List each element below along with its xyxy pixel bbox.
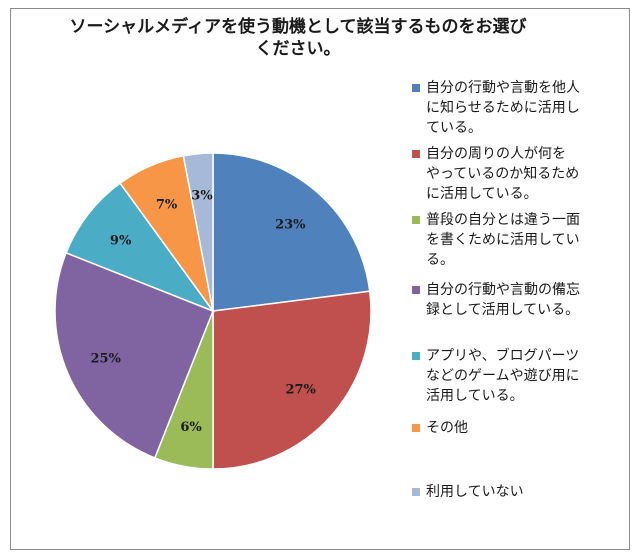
legend-item-not-using: 利用していない bbox=[412, 482, 612, 502]
legend-item-know-others: 自分の周りの人が何を やっているのか知るため に活用している。 bbox=[412, 144, 612, 204]
legend-label: アプリや、ブログパーツ などのゲームや遊び用に 活用している。 bbox=[426, 348, 580, 404]
legend-item-memo: 自分の行動や言動の備忘 録として活用している。 bbox=[412, 280, 612, 320]
legend-swatch bbox=[412, 150, 420, 158]
legend-swatch bbox=[412, 216, 420, 224]
pie-data-label-5: 7% bbox=[156, 198, 178, 213]
legend-swatch bbox=[412, 352, 420, 360]
pie-data-label-6: 3% bbox=[191, 189, 213, 204]
legend-item-different-side: 普段の自分とは違う一面 を書くために活用してい る。 bbox=[412, 210, 612, 270]
legend-item-games: アプリや、ブログパーツ などのゲームや遊び用に 活用している。 bbox=[412, 346, 612, 406]
legend-swatch bbox=[412, 424, 420, 432]
pie-data-label-3: 25% bbox=[90, 351, 121, 366]
legend-label: 自分の周りの人が何を やっているのか知るため に活用している。 bbox=[426, 146, 580, 202]
legend-swatch bbox=[412, 84, 420, 92]
pie-slice-4 bbox=[65, 182, 216, 313]
pie-slice-1 bbox=[212, 290, 372, 470]
pie-data-label-2: 6% bbox=[180, 420, 202, 435]
legend-swatch bbox=[412, 286, 420, 294]
legend-label: その他 bbox=[426, 420, 468, 436]
chart-title: ソーシャルメディアを使う動機として該当するものをお選び ください。 bbox=[69, 17, 527, 59]
pie-data-label-0: 23% bbox=[275, 217, 306, 232]
pie-slice-3 bbox=[54, 251, 214, 459]
pie-slice-6 bbox=[182, 152, 214, 312]
pie-slice-0 bbox=[212, 152, 371, 312]
pie-data-label-4: 9% bbox=[110, 233, 132, 248]
legend-label: 普段の自分とは違う一面 を書くために活用してい る。 bbox=[426, 212, 580, 268]
legend-label: 利用していない bbox=[426, 484, 524, 500]
pie-data-label-1: 27% bbox=[285, 382, 316, 397]
legend-label: 自分の行動や言動の備忘 録として活用している。 bbox=[426, 282, 580, 318]
legend-label: 自分の行動や言動を他人 に知らせるために活用し ている。 bbox=[426, 80, 580, 136]
legend-swatch bbox=[412, 488, 420, 496]
legend-item-share-activities: 自分の行動や言動を他人 に知らせるために活用し ている。 bbox=[412, 78, 612, 138]
legend-item-other: その他 bbox=[412, 418, 612, 438]
